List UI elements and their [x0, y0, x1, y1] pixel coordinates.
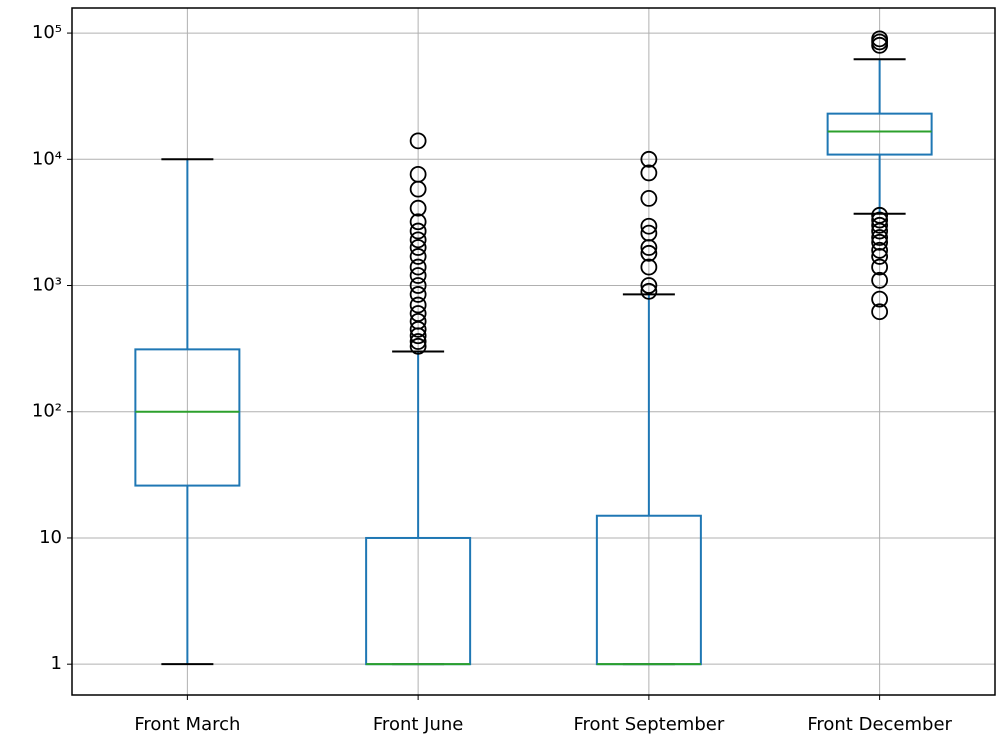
outlier	[409, 199, 427, 217]
outlier	[409, 296, 427, 314]
y-tick-label: 10⁴	[32, 148, 62, 169]
outlier	[409, 267, 427, 284]
y-tick-label: 10³	[32, 275, 62, 296]
box	[134, 348, 241, 487]
outlier	[871, 271, 889, 289]
outlier	[409, 320, 427, 338]
outlier	[871, 290, 889, 308]
outlier	[409, 213, 427, 231]
outlier	[640, 244, 658, 262]
y-tick-label: 10	[39, 527, 62, 548]
outlier	[409, 327, 427, 345]
y-tick-label: 1	[51, 653, 62, 674]
outlier	[871, 211, 889, 229]
x-tick-label: Front March	[134, 714, 240, 735]
outlier	[640, 150, 658, 168]
outlier	[640, 164, 658, 182]
outlier	[871, 241, 889, 259]
outlier	[409, 277, 427, 294]
y-tick-label: 10²	[32, 401, 62, 422]
outlier	[871, 222, 889, 240]
outlier	[409, 222, 427, 240]
outlier	[409, 231, 427, 249]
outlier	[871, 248, 889, 265]
y-tick-label: 10⁵	[32, 22, 62, 43]
outlier	[871, 216, 889, 234]
plot-frame	[71, 7, 996, 696]
outlier	[409, 337, 427, 355]
outlier	[871, 258, 889, 276]
outlier	[640, 190, 658, 207]
outlier	[640, 277, 658, 294]
outlier	[640, 239, 658, 256]
outlier	[871, 303, 889, 321]
outlier	[409, 180, 427, 198]
outlier	[409, 333, 427, 350]
outlier	[871, 229, 889, 246]
outlier	[871, 36, 889, 54]
outlier	[640, 258, 658, 276]
outlier	[409, 239, 427, 256]
outlier	[409, 258, 427, 276]
outlier	[409, 286, 427, 303]
outlier	[640, 282, 658, 300]
x-tick-label: Front September	[574, 714, 725, 735]
outlier	[409, 248, 427, 265]
outlier	[640, 217, 658, 235]
box	[826, 112, 933, 156]
x-tick-label: Front December	[807, 714, 952, 735]
outlier	[409, 132, 427, 150]
x-tick-label: Front June	[373, 714, 463, 735]
